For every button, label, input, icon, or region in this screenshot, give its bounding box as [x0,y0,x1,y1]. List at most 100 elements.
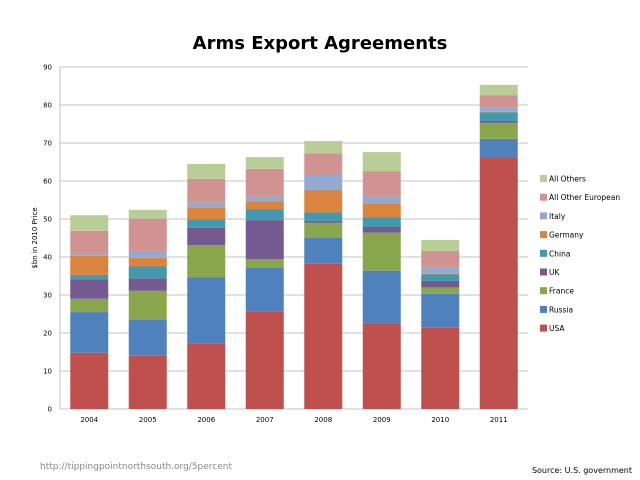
legend-label: Russia [549,305,573,314]
bar-segment-uk [70,279,109,299]
bar-segment-uk [128,278,167,291]
bar-segment-france [421,287,460,294]
bar-segment-all-others [362,152,401,172]
bar-segment-russia [479,138,518,158]
bar-segment-germany [304,190,343,213]
y-tick-label: 0 [48,406,52,414]
bar-segment-all-other-european [245,168,284,197]
y-axis-label: $bn in 2010 Price [31,207,39,268]
bar-segment-italy [421,267,460,274]
bar-segment-china [362,217,401,227]
legend-swatch [540,212,547,220]
y-tick-label: 80 [43,102,52,110]
x-tick-label: 2007 [256,416,274,424]
bar-segment-all-others [245,157,284,169]
bar-segment-usa [187,343,226,409]
legend-label: Germany [549,231,584,240]
y-tick-label: 10 [43,368,52,376]
bar-segment-germany [421,273,460,275]
legend-label: USA [549,324,565,333]
legend-label: UK [549,268,560,277]
bar-segment-uk [362,226,401,233]
bar-segment-usa [245,311,284,409]
y-tick-label: 60 [43,178,52,186]
bar-segment-all-others [128,209,167,219]
bar-segment-russia [128,319,167,356]
bar-segment-all-other-european [479,95,518,108]
bar-segment-italy [362,196,401,204]
bar-segment-all-others [70,215,109,231]
y-tick-label: 30 [43,292,52,300]
legend-swatch [540,231,547,239]
legend-swatch [540,175,547,182]
legend-swatch [540,287,547,295]
bar-segment-russia [304,238,343,264]
bar-segment-uk [304,220,343,223]
bar-segment-china [479,112,518,121]
bar-segment-all-other-european [187,178,226,203]
y-tick-label: 20 [43,330,52,338]
bar-segment-usa [70,352,109,409]
legend-swatch [540,268,547,276]
bar-segment-uk [479,120,518,123]
legend-label: China [549,249,570,258]
bar-segment-china [187,219,226,228]
bar-segment-germany [187,207,226,220]
x-tick-label: 2009 [373,416,391,424]
bar-segment-all-other-european [421,250,460,268]
bar-segment-all-other-european [70,230,109,254]
bar-segment-uk [245,220,284,260]
legend-swatch [540,305,547,313]
bar-segment-france [304,222,343,238]
bar-segment-russia [187,277,226,344]
x-tick-label: 2006 [197,416,215,424]
bar-segment-france [362,232,401,271]
bar-segment-usa [362,323,401,409]
bar-segment-all-other-european [304,153,343,175]
bar-segment-italy [70,253,109,256]
bar-segment-france [245,259,284,268]
bar-segment-uk [421,280,460,288]
legend-label: Italy [549,212,566,221]
bar-segment-china [245,209,284,221]
bar-segment-usa [128,355,167,409]
bar-segment-germany [70,255,109,275]
legend-swatch [540,249,547,257]
bar-segment-russia [362,270,401,324]
source-url: http://tippingpointnorthsouth.org/5perce… [40,462,233,472]
bar-segment-italy [128,250,167,258]
bar-segment-france [70,298,109,313]
bar-segment-china [128,266,167,279]
x-tick-label: 2010 [431,416,449,424]
legend-label: All Other European [549,193,620,202]
bar-segment-uk [187,227,226,246]
legend-label: All Others [549,175,586,184]
bar-segment-russia [421,293,460,328]
y-tick-label: 50 [43,216,52,224]
legend-swatch [540,324,547,332]
x-tick-label: 2011 [490,416,508,424]
bar-segment-germany [245,201,284,210]
bar-segment-russia [70,312,109,353]
x-tick-label: 2005 [139,416,157,424]
bar-segment-russia [245,267,284,312]
bar-segment-all-others [187,163,226,179]
bar-segment-italy [304,174,343,191]
x-tick-label: 2008 [314,416,332,424]
x-tick-label: 2004 [80,416,98,424]
bar-segment-usa [304,263,343,409]
y-tick-label: 40 [43,254,52,262]
bar-segment-france [128,290,167,320]
source-note: Source: U.S. government [531,466,632,475]
bar-segment-usa [479,157,518,409]
legend-swatch [540,193,547,201]
bar-segment-all-others [421,239,460,251]
bar-segment-italy [245,196,284,202]
chart-title: Arms Export Agreements [192,33,448,54]
bar-segment-all-other-european [128,218,167,251]
y-tick-label: 70 [43,140,52,148]
bar-segment-china [421,274,460,281]
bar-segment-china [304,212,343,221]
